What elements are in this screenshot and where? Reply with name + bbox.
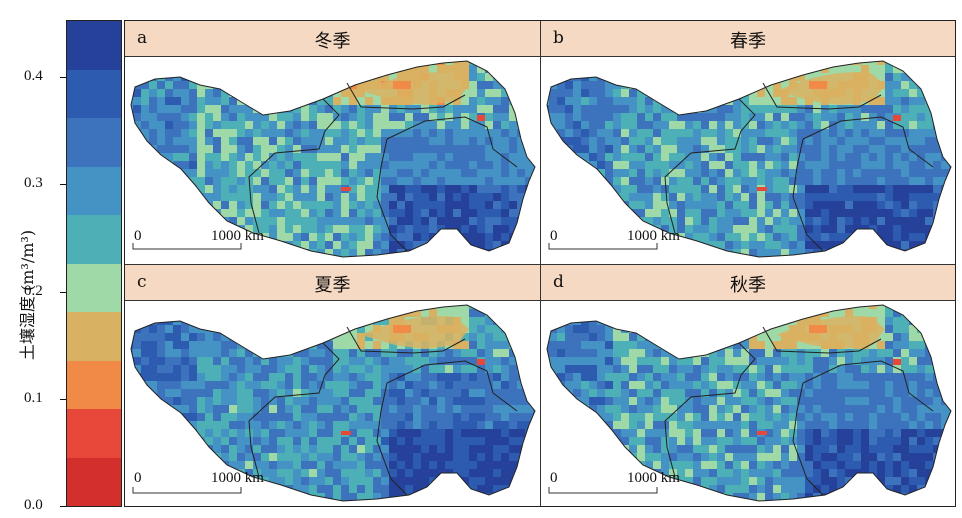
colorbar-seg-10 (67, 457, 121, 506)
panel-divider-vertical (540, 21, 541, 506)
scale-bar-distance: 1000 km (211, 228, 264, 244)
colorbar-tick-label: 0.2 (24, 283, 43, 299)
colorbar-tick-mark (60, 399, 66, 400)
region-boundary (792, 382, 824, 496)
panel-summer: c 夏季 0 1000 km (125, 265, 540, 506)
scale-bar-zero: 0 (134, 470, 142, 486)
colorbar-tick-mark (60, 292, 66, 293)
region-boundary (802, 360, 934, 412)
scale-bar (548, 487, 658, 494)
scale-bar-distance: 1000 km (211, 470, 264, 486)
colorbar-tick-mark (60, 184, 66, 185)
colorbar-seg-9 (67, 409, 121, 458)
region-boundary (762, 82, 882, 110)
panel-letter: d (553, 272, 564, 292)
panel-title: 春季 (730, 31, 766, 52)
panel-spring: b 春季 0 1000 km (541, 21, 955, 264)
colorbar-tick-mark (60, 506, 66, 507)
region-boundary (802, 116, 934, 168)
panel-header: a 冬季 (125, 21, 540, 57)
panel-header: d 秋季 (541, 265, 955, 301)
colorbar-tick-label: 0.1 (24, 390, 43, 406)
map-frame: a 冬季 0 1000 km b 春季 0 1000 km c 夏季 0 100… (124, 20, 956, 507)
panel-divider-horizontal (125, 264, 955, 265)
panel-letter: a (137, 28, 148, 48)
colorbar-seg-2 (67, 69, 121, 118)
panel-autumn: d 秋季 0 1000 km (541, 265, 955, 506)
panel-header: c 夏季 (125, 265, 540, 301)
soil-moisture-map (130, 304, 536, 502)
colorbar-tick-label: 0.3 (24, 175, 43, 191)
region-boundary (248, 98, 340, 234)
panel-header: b 春季 (541, 21, 955, 57)
panel-letter: b (553, 28, 564, 48)
scale-bar-zero: 0 (550, 228, 558, 244)
moisture-raster (131, 61, 535, 257)
colorbar-seg-1 (67, 21, 121, 70)
panel-title: 夏季 (314, 275, 351, 296)
panel-winter: a 冬季 0 1000 km (125, 21, 540, 264)
moisture-raster (131, 305, 535, 501)
panel-title: 秋季 (730, 275, 766, 296)
scale-bar-distance: 1000 km (627, 470, 680, 486)
region-boundary (376, 138, 408, 252)
colorbar-tick-label: 0.4 (24, 68, 43, 84)
colorbar-seg-4 (67, 166, 121, 215)
scale-bar-distance: 1000 km (627, 228, 680, 244)
region-boundary (664, 342, 756, 478)
region-boundary (386, 360, 518, 412)
colorbar-seg-7 (67, 312, 121, 361)
region-boundary (346, 82, 466, 110)
region-boundary (792, 138, 824, 252)
scale-bar-zero: 0 (550, 470, 558, 486)
colorbar-tick-label: 0.0 (24, 497, 43, 513)
colorbar-seg-8 (67, 360, 121, 409)
region-boundary (346, 326, 466, 354)
region-boundary (248, 342, 340, 478)
scale-bar (132, 243, 242, 250)
colorbar-tick-mark (60, 77, 66, 78)
panel-letter: c (137, 272, 147, 292)
colorbar (66, 20, 122, 507)
plateau-outline (546, 60, 952, 258)
region-boundary (664, 98, 756, 234)
scale-bar (548, 243, 658, 250)
colorbar-seg-3 (67, 118, 121, 167)
region-boundary (386, 116, 518, 168)
soil-moisture-map (546, 304, 952, 502)
colorbar-seg-5 (67, 215, 121, 264)
scale-bar (132, 487, 242, 494)
plateau-outline (130, 304, 536, 502)
panel-title: 冬季 (314, 31, 351, 52)
soil-moisture-map (546, 60, 952, 258)
region-boundary (376, 382, 408, 496)
scale-bar-zero: 0 (134, 228, 142, 244)
plateau-outline (546, 304, 952, 502)
region-boundary (762, 326, 882, 354)
moisture-raster (547, 305, 951, 501)
colorbar-seg-6 (67, 263, 121, 312)
soil-moisture-map (130, 60, 536, 258)
plateau-outline (130, 60, 536, 258)
moisture-raster (547, 61, 951, 257)
